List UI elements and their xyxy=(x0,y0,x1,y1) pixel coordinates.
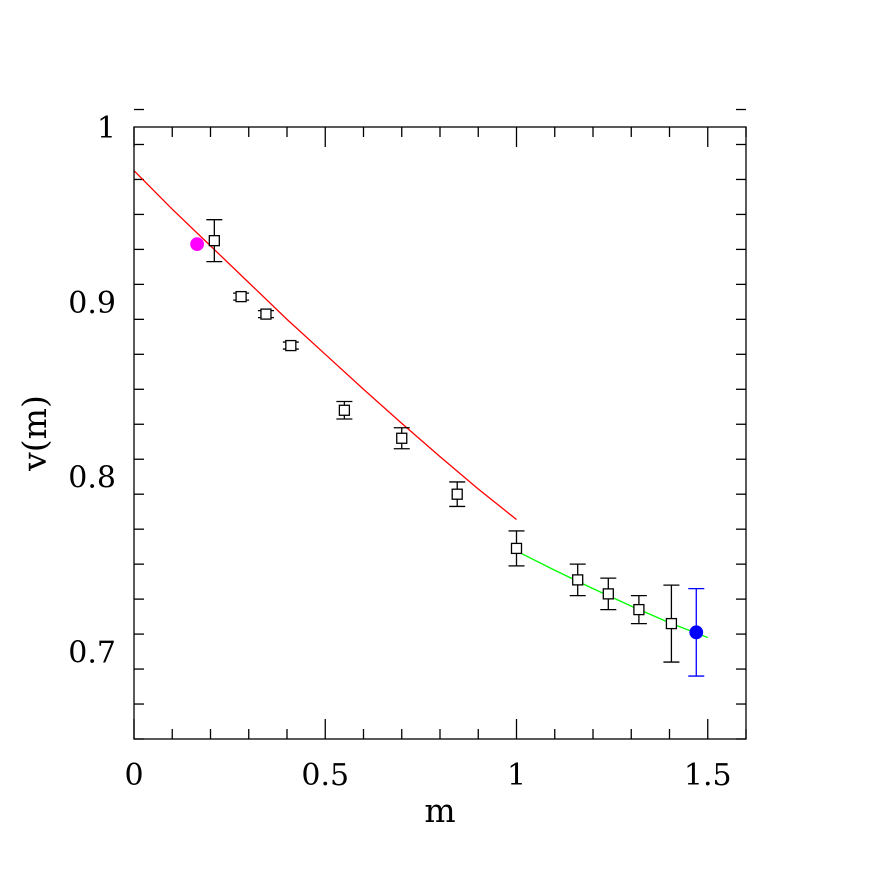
data-points xyxy=(190,219,705,677)
plot-frame xyxy=(133,126,747,740)
data-point xyxy=(689,625,704,640)
data-point xyxy=(260,308,272,320)
data-point xyxy=(285,339,297,352)
data-point xyxy=(451,488,463,500)
tick-labels: 0 0.5 1 1.5 0.7 0.8 0.9 1 xyxy=(68,111,731,793)
y-tick-label: 0.7 xyxy=(68,636,116,671)
data-point xyxy=(633,603,645,616)
x-tick-label: 1.5 xyxy=(684,758,732,793)
x-tick-label: 1 xyxy=(507,758,526,793)
axis-ticks xyxy=(133,108,747,740)
data-point xyxy=(665,617,678,630)
x-tick-label: 0.5 xyxy=(301,758,349,793)
y-axis-label: v(m) xyxy=(15,395,54,472)
y-tick-label: 1 xyxy=(97,111,116,146)
data-point xyxy=(235,290,247,303)
data-point xyxy=(602,588,614,600)
data-point xyxy=(396,432,408,444)
y-tick-label: 0.9 xyxy=(68,286,116,321)
data-point xyxy=(338,404,351,416)
x-tick-label: 0 xyxy=(124,758,143,793)
data-point xyxy=(208,235,220,247)
data-point xyxy=(572,574,584,586)
y-tick-label: 0.8 xyxy=(68,461,116,496)
x-axis-label: m xyxy=(424,791,455,830)
data-point xyxy=(510,542,523,555)
fit-curve xyxy=(133,170,517,521)
data-point xyxy=(190,237,205,252)
